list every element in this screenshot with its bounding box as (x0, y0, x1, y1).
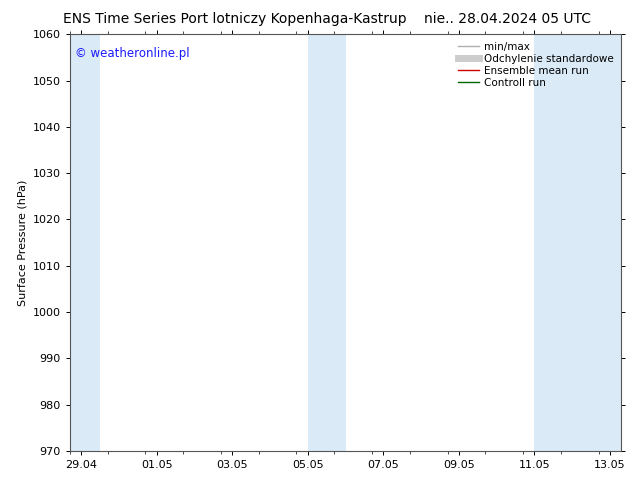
Bar (534, 34, 621, 451)
Bar (70, 34, 100, 451)
Text: nie.. 28.04.2024 05 UTC: nie.. 28.04.2024 05 UTC (424, 12, 591, 26)
Text: ENS Time Series Port lotniczy Kopenhaga-Kastrup: ENS Time Series Port lotniczy Kopenhaga-… (63, 12, 406, 26)
Y-axis label: Surface Pressure (hPa): Surface Pressure (hPa) (17, 179, 27, 306)
Text: © weatheronline.pl: © weatheronline.pl (75, 47, 190, 60)
Bar (307, 34, 346, 451)
Legend: min/max, Odchylenie standardowe, Ensemble mean run, Controll run: min/max, Odchylenie standardowe, Ensembl… (456, 40, 616, 90)
